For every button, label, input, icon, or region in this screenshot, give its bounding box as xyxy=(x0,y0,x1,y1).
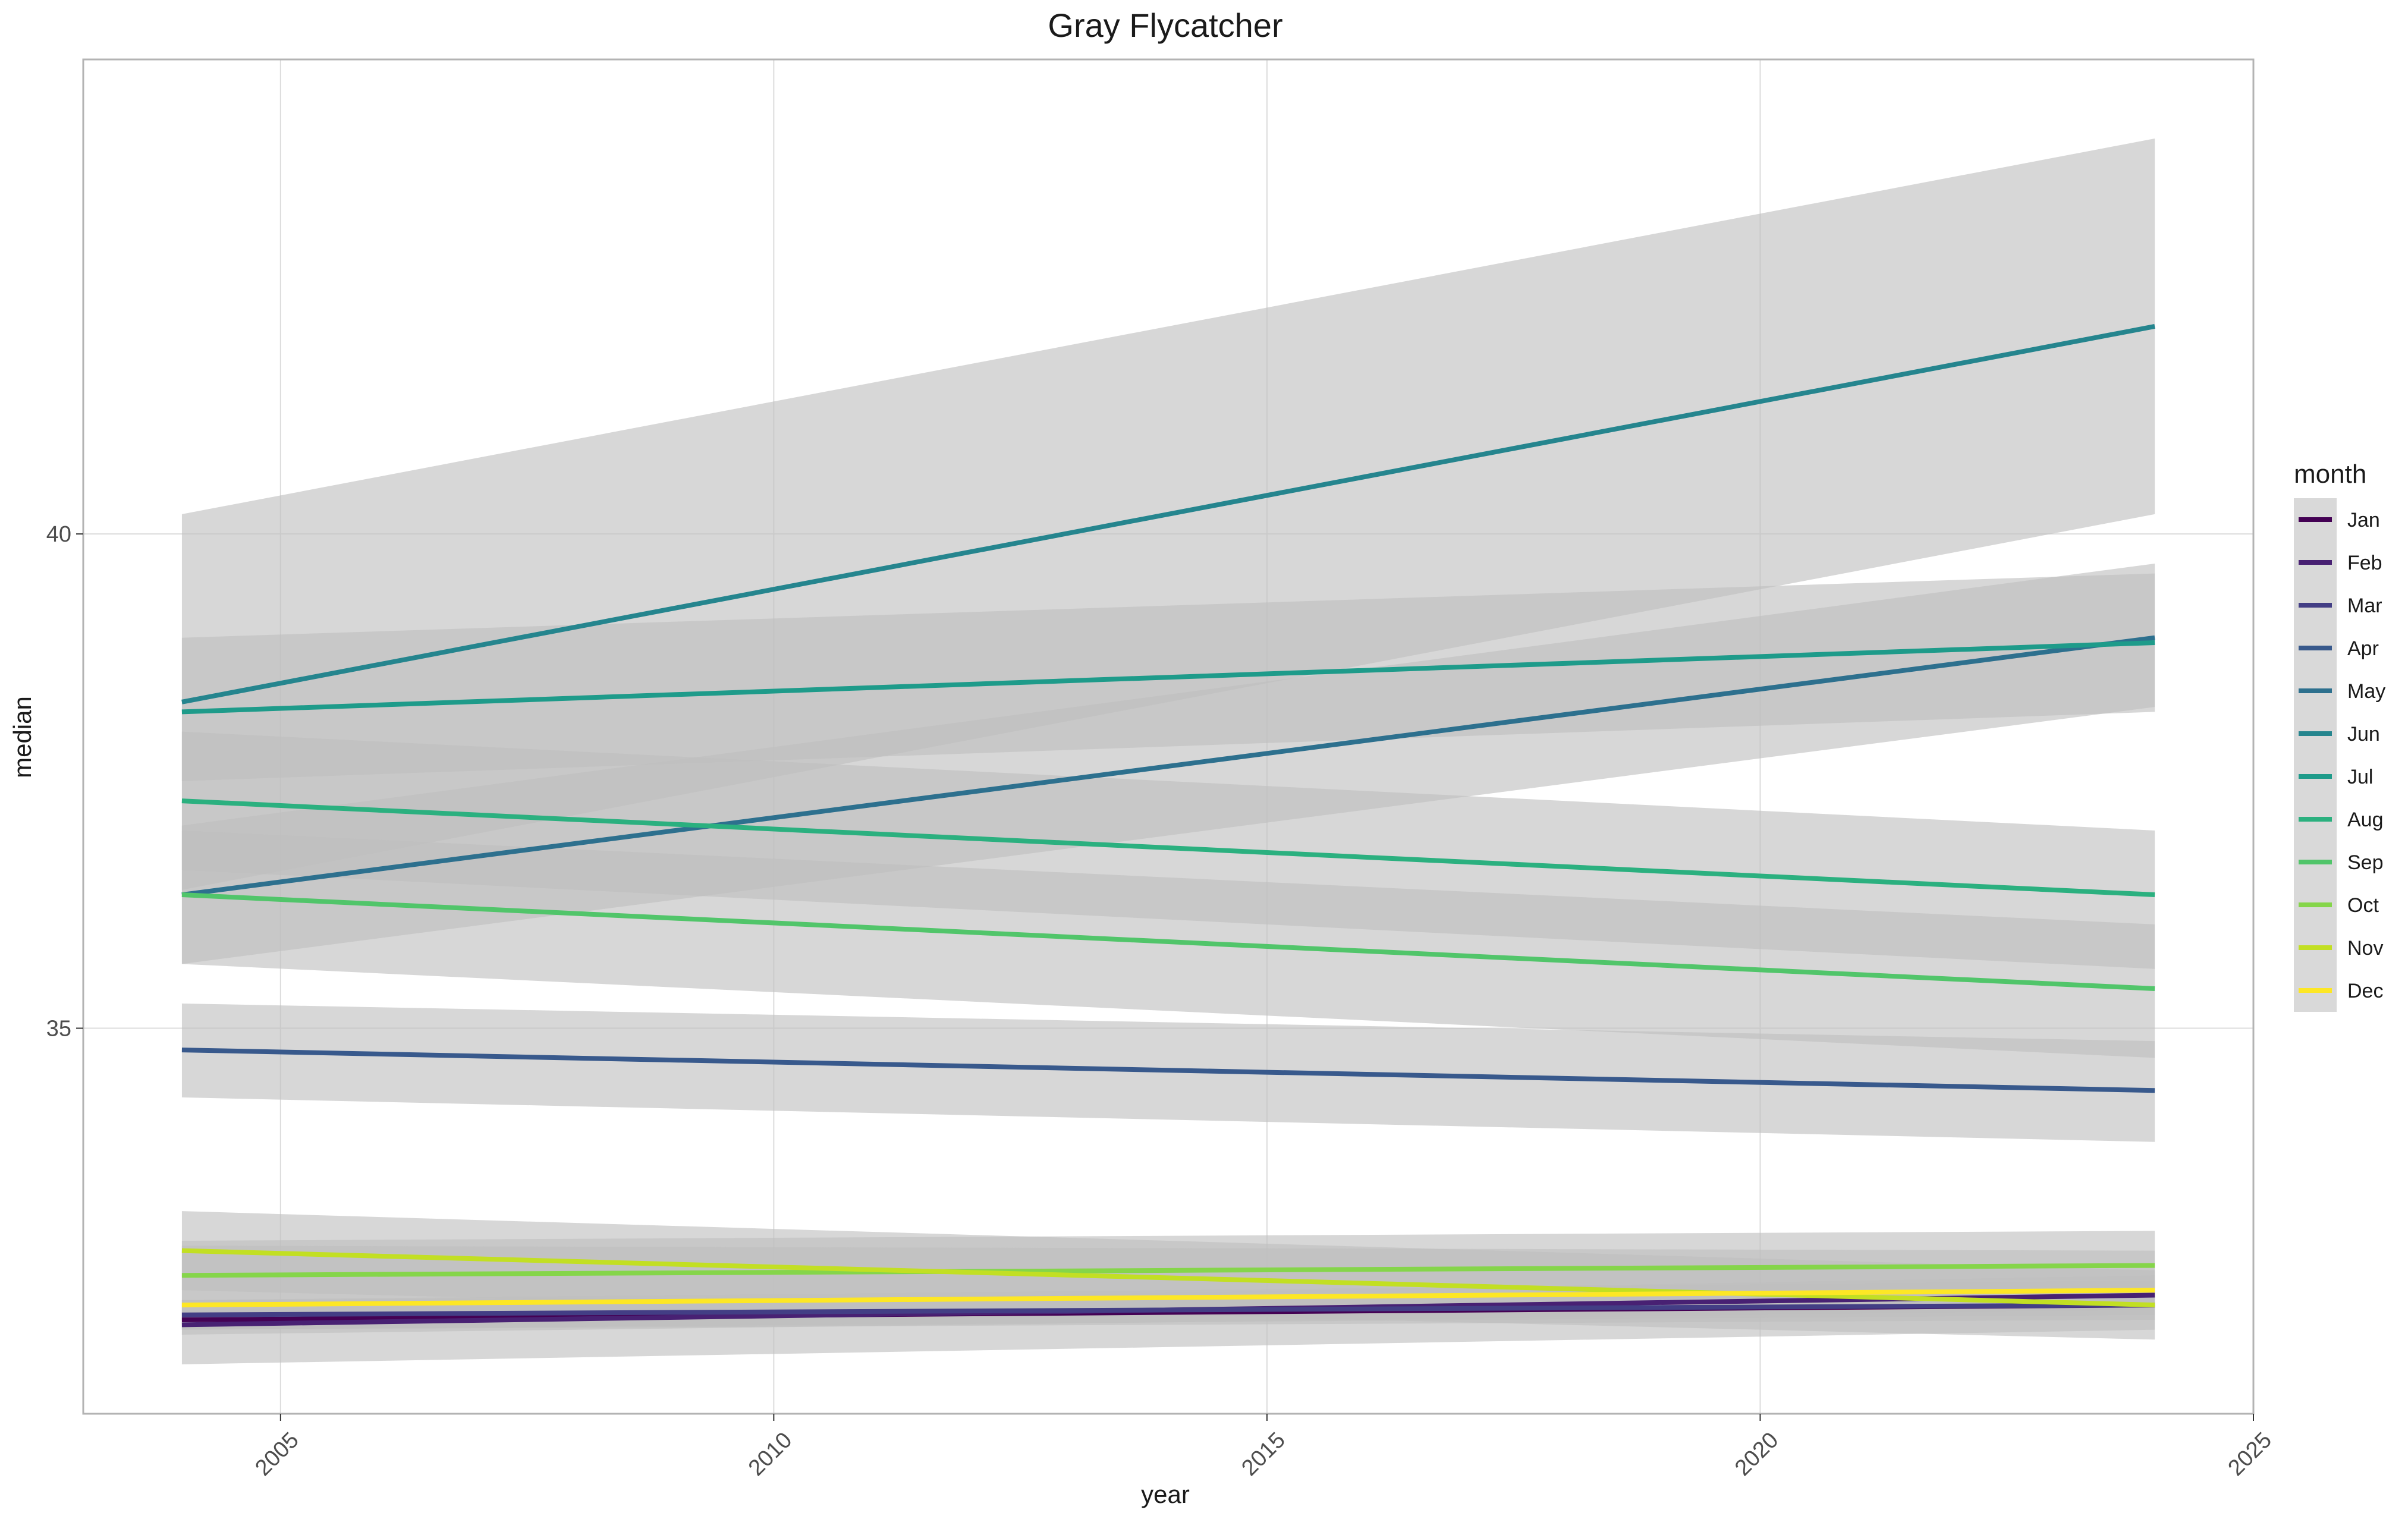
legend-label-nov: Nov xyxy=(2347,937,2383,960)
x-tick-label: 2010 xyxy=(744,1427,797,1480)
series-line-nov xyxy=(181,1248,2155,1308)
series-line-jul xyxy=(181,640,2155,715)
series-line-may xyxy=(181,635,2155,898)
legend-label-feb: Feb xyxy=(2347,552,2382,574)
legend-title: month xyxy=(2294,460,2366,489)
series-lines xyxy=(181,324,2155,1328)
y-axis-label: median xyxy=(8,696,36,778)
x-tick-label: 2025 xyxy=(2224,1427,2277,1480)
legend-label-apr: Apr xyxy=(2347,637,2379,660)
x-tick-label: 2005 xyxy=(250,1427,303,1480)
confidence-bands xyxy=(181,139,2155,1364)
x-tick-label: 2015 xyxy=(1237,1427,1290,1480)
x-axis-label: year xyxy=(1141,1480,1190,1508)
legend-label-may: May xyxy=(2347,680,2385,703)
ci-band-apr xyxy=(181,1003,2155,1142)
legend-label-jul: Jul xyxy=(2347,766,2373,788)
series-line-apr xyxy=(181,1048,2155,1093)
series-line-mar xyxy=(181,1303,2155,1317)
legend-label-mar: Mar xyxy=(2347,595,2382,617)
legend: month Jan Feb Mar Apr May Jun Jul Aug Sep Oct Nov D… xyxy=(2294,460,2385,1012)
legend-label-aug: Aug xyxy=(2347,809,2384,831)
series-line-sep xyxy=(181,892,2155,992)
legend-key-background xyxy=(2294,498,2337,1012)
legend-label-jan: Jan xyxy=(2347,509,2380,531)
legend-label-sep: Sep xyxy=(2347,851,2384,874)
series-line-oct xyxy=(181,1263,2155,1278)
ci-band-dec xyxy=(181,1245,2155,1364)
legend-label-jun: Jun xyxy=(2347,723,2380,746)
series-line-aug xyxy=(181,798,2155,898)
series-line-jun xyxy=(181,324,2155,704)
y-axis-ticks: 35 40 xyxy=(46,522,83,1042)
y-tick-label: 35 xyxy=(46,1017,71,1042)
x-axis-ticks: 2005 2010 2015 2020 2025 xyxy=(250,1414,2277,1481)
y-tick-label: 40 xyxy=(46,522,71,547)
plot-border xyxy=(82,58,2255,1415)
legend-label-oct: Oct xyxy=(2347,894,2379,917)
chart-title: Gray Flycatcher xyxy=(1048,7,1282,44)
series-line-dec xyxy=(181,1288,2155,1308)
x-tick-label: 2020 xyxy=(1730,1427,1783,1480)
legend-label-dec: Dec xyxy=(2347,980,2383,1002)
ci-band-sep xyxy=(181,830,2155,1058)
